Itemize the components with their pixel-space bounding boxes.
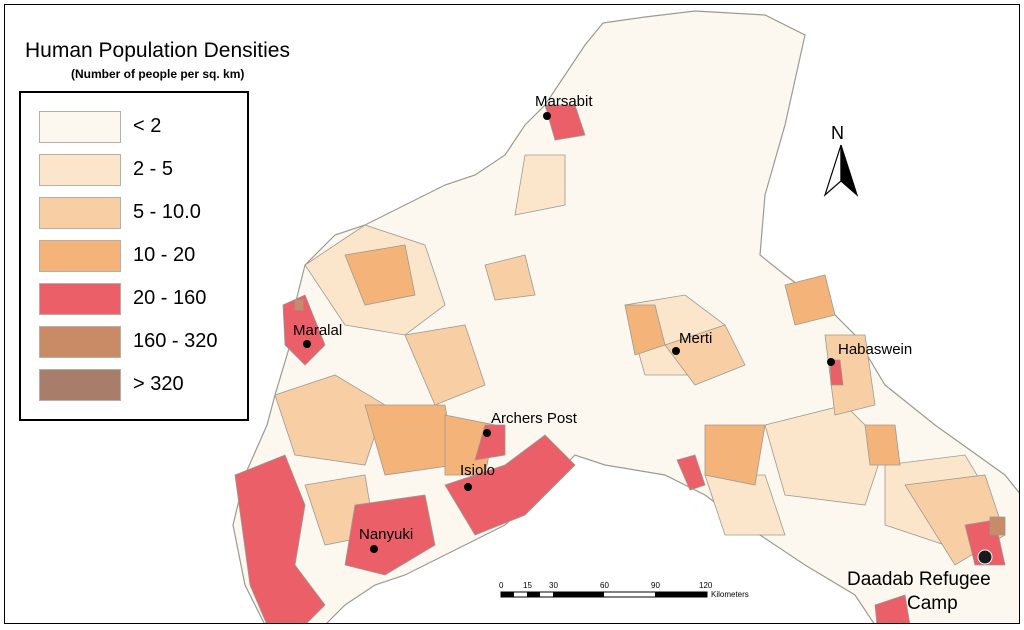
scale-tick-90: 90 xyxy=(651,581,660,590)
legend-item: 2 - 5 xyxy=(39,154,244,188)
place-label-isiolo: Isiolo xyxy=(460,462,495,479)
legend-swatch xyxy=(39,197,121,229)
north-label: N xyxy=(831,123,844,143)
place-label-marsabit: Marsabit xyxy=(535,93,593,110)
place-label-archers-post: Archers Post xyxy=(491,410,578,427)
scale-tick-0: 0 xyxy=(499,581,504,590)
scale-tick-15: 15 xyxy=(523,581,532,590)
map-canvas: Marsabit Maralal Merti Habaswein Archers… xyxy=(232,10,1019,623)
legend-swatch xyxy=(39,111,121,143)
place-label-habaswein: Habaswein xyxy=(838,341,912,358)
legend-item: < 2 xyxy=(39,111,244,145)
legend: < 2 2 - 5 5 - 10.0 10 - 20 20 - 160 160 … xyxy=(19,91,249,421)
legend-label: > 320 xyxy=(133,373,184,395)
legend-label: 20 - 160 xyxy=(133,287,207,309)
scale-tick-30: 30 xyxy=(549,581,558,590)
map-subtitle: (Number of people per sq. km) xyxy=(71,67,245,81)
legend-item: 5 - 10.0 xyxy=(39,197,244,231)
scale-bar: 0 15 30 60 90 120 Kilometers xyxy=(499,581,749,599)
legend-label: 10 - 20 xyxy=(133,244,196,266)
legend-swatch xyxy=(39,240,121,272)
camp-label-line1: Daadab Refugee xyxy=(847,569,991,590)
legend-label: 5 - 10.0 xyxy=(133,201,201,223)
density-20-160-regions xyxy=(234,104,1006,623)
place-label-nanyuki: Nanyuki xyxy=(359,526,413,543)
legend-label: < 2 xyxy=(133,115,162,137)
camp-marker xyxy=(977,549,993,565)
legend-item: 20 - 160 xyxy=(39,283,244,317)
place-label-merti: Merti xyxy=(679,330,712,347)
legend-item: 160 - 320 xyxy=(39,326,244,360)
camp-label-line2: Camp xyxy=(907,593,958,614)
town-markers xyxy=(303,112,835,553)
legend-label: 160 - 320 xyxy=(133,330,218,352)
legend-item: 10 - 20 xyxy=(39,240,244,274)
map-title: Human Population Densities xyxy=(25,39,290,62)
legend-swatch xyxy=(39,326,121,358)
scale-tick-120: 120 xyxy=(699,581,713,590)
legend-swatch xyxy=(39,154,121,186)
density-160-320-regions xyxy=(294,299,1006,536)
legend-swatch xyxy=(39,283,121,315)
legend-item: > 320 xyxy=(39,369,244,403)
legend-swatch xyxy=(39,369,121,401)
density-10-20-regions xyxy=(344,244,901,486)
place-label-maralal: Maralal xyxy=(293,322,342,339)
north-arrow-icon: N xyxy=(823,123,859,197)
legend-label: 2 - 5 xyxy=(133,158,174,180)
scale-tick-60: 60 xyxy=(600,581,609,590)
scale-unit-label: Kilometers xyxy=(711,590,749,599)
map-frame: Marsabit Maralal Merti Habaswein Archers… xyxy=(4,4,1020,624)
